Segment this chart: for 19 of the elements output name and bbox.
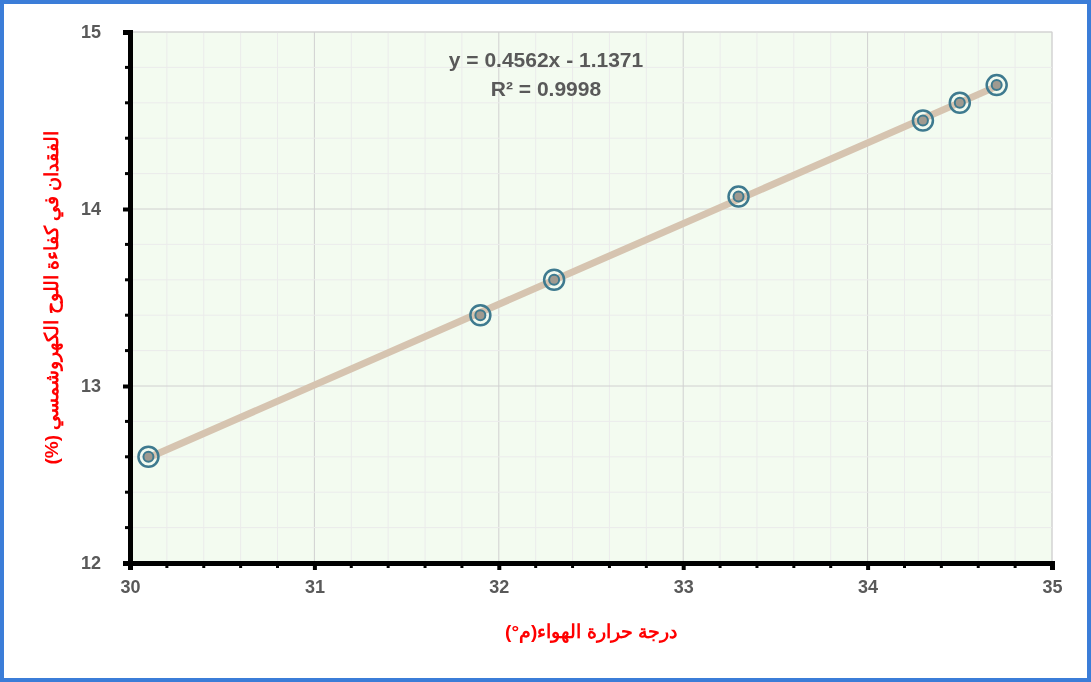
point	[542, 268, 566, 292]
y-axis-title: الفقدان في كفاءة اللوح الكهروشمسي (%)	[41, 130, 64, 465]
x-tick-label: 35	[1042, 576, 1063, 597]
point	[469, 303, 492, 327]
x-tick-label: 34	[858, 576, 879, 597]
point	[948, 91, 972, 115]
annotation: R² = 0.9998	[490, 77, 602, 100]
y-tick-label: 12	[80, 553, 101, 574]
y-tick-label: 13	[80, 376, 101, 397]
x-axis-title: درجة حرارة الهواء(م°)	[505, 621, 677, 643]
x-tick-label: 30	[120, 576, 141, 597]
annotation: y = 0.4562x - 1.1371	[448, 48, 644, 71]
y-tick-label: 15	[80, 22, 101, 43]
y-tick-label: 14	[80, 199, 101, 220]
x-tick-label: 32	[489, 576, 510, 597]
x-tick-label: 31	[304, 576, 325, 597]
point	[727, 185, 750, 208]
point	[911, 109, 935, 132]
x-tick-label: 33	[673, 576, 694, 597]
